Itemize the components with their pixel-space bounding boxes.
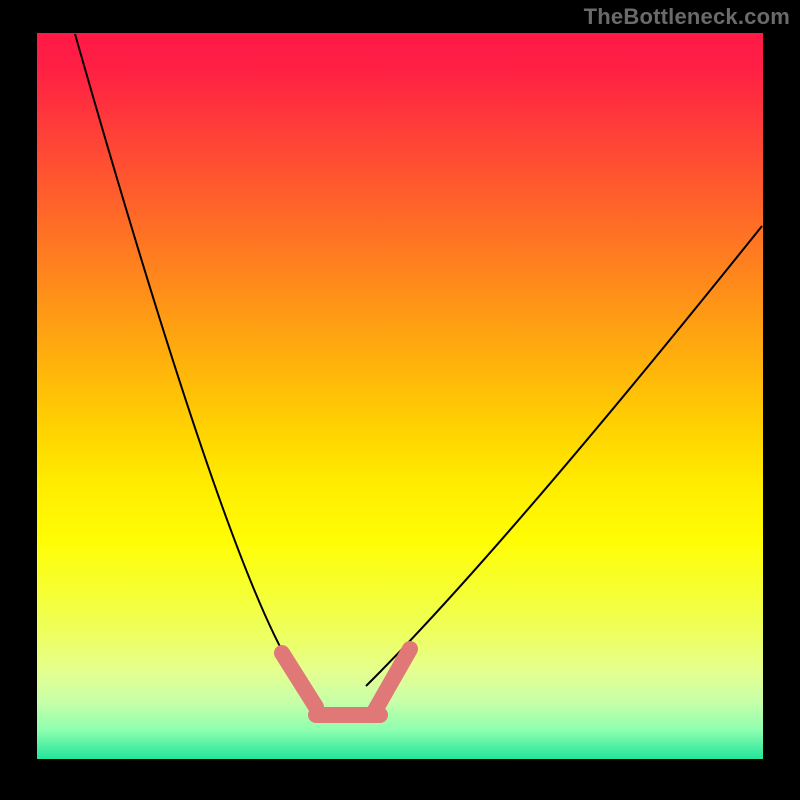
watermark-label: TheBottleneck.com — [584, 4, 790, 30]
bottleneck-chart — [0, 0, 800, 800]
